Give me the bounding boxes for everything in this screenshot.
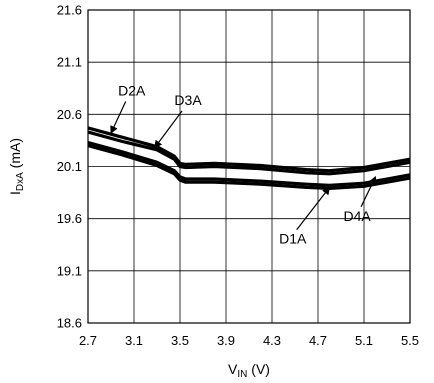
x-tick-label: 4.3 [263, 333, 281, 348]
series-line-d1a [87, 140, 411, 187]
y-tick-label: 20.6 [57, 107, 82, 122]
y-tick-label: 19.6 [57, 211, 82, 226]
annotation-label-d1a: D1A [279, 231, 307, 247]
series-annotations: D2A D3A D1A D4A [110, 83, 377, 247]
series-line-d2a [87, 126, 411, 173]
tick-labels: 2.7 3.1 3.5 3.9 4.3 4.7 5.1 5.5 21.6 21.1 20.6 20.1… [57, 3, 419, 349]
annotation-arrow-d1a [296, 186, 331, 231]
annotation-label-d3a: D3A [174, 92, 202, 108]
y-tick-label: 21.6 [57, 3, 82, 18]
series-line-d3a [87, 130, 411, 176]
y-tick-label: 18.6 [57, 316, 82, 331]
x-axis-title: VIN (V) [228, 361, 270, 380]
x-tick-label: 4.7 [309, 333, 327, 348]
annotation-arrow-d2a [110, 101, 127, 135]
annotation-label-d4a: D4A [343, 208, 371, 224]
x-tick-label: 5.1 [355, 333, 373, 348]
y-tick-label: 21.1 [57, 55, 82, 70]
x-tick-label: 3.9 [217, 333, 235, 348]
annotation-label-d2a: D2A [118, 83, 146, 99]
y-tick-label: 20.1 [57, 159, 82, 174]
annotation-arrow-d3a [154, 110, 183, 149]
series-line-d4a [87, 144, 411, 190]
series-curves [87, 126, 411, 190]
y-axis-title: IDxA (mA) [7, 138, 26, 195]
plot-frame [87, 9, 411, 324]
x-tick-label: 3.1 [125, 333, 143, 348]
x-tick-label: 3.5 [171, 333, 189, 348]
x-tick-label: 2.7 [79, 333, 97, 348]
x-tick-label: 5.5 [401, 333, 419, 348]
y-tick-label: 19.1 [57, 263, 82, 278]
annotation-arrow-d4a [360, 176, 377, 208]
